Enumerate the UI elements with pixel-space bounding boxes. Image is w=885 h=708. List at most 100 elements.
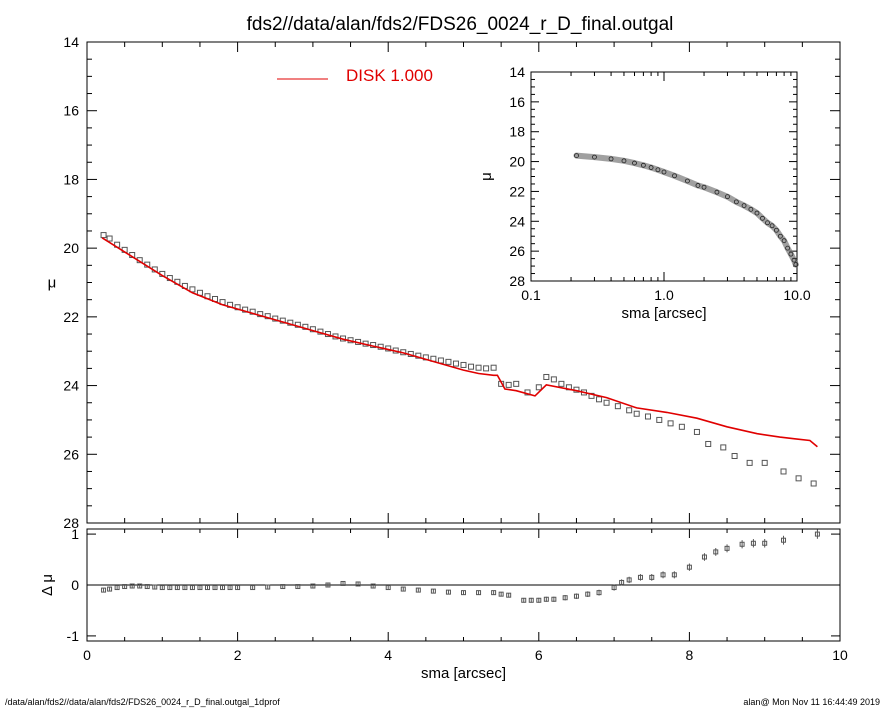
resid-data-point bbox=[197, 585, 203, 591]
resid-data-point bbox=[122, 584, 128, 590]
inset-data-point bbox=[785, 245, 791, 251]
resid-data-point bbox=[107, 586, 113, 592]
data-point bbox=[558, 380, 565, 387]
resid-data-point bbox=[227, 585, 233, 591]
inset-data-point bbox=[655, 167, 661, 173]
y-tick-label: 20 bbox=[63, 240, 79, 256]
resid-data-point bbox=[536, 597, 542, 603]
data-point bbox=[513, 380, 520, 387]
x-tick-label: 6 bbox=[535, 647, 543, 663]
inset-data-point bbox=[781, 238, 787, 244]
data-point bbox=[189, 286, 196, 293]
x-tick-label: 10 bbox=[832, 647, 848, 663]
data-point bbox=[535, 384, 542, 391]
inset-data-point bbox=[793, 262, 799, 267]
data-point bbox=[761, 459, 768, 466]
resid-data-point bbox=[152, 584, 158, 590]
data-point bbox=[678, 423, 685, 430]
inset-data-point bbox=[632, 160, 637, 166]
inset-data-point bbox=[788, 251, 794, 257]
resid-data-point bbox=[626, 577, 632, 583]
resid-data-point bbox=[750, 540, 756, 546]
resid-data-point bbox=[762, 540, 768, 546]
data-point bbox=[720, 444, 727, 451]
resid-data-point bbox=[129, 583, 135, 589]
inset-data-point bbox=[701, 184, 707, 190]
resid-data-point bbox=[400, 586, 406, 592]
data-point bbox=[490, 364, 497, 371]
inset-data-point bbox=[777, 233, 783, 239]
inset-y-tick-label: 22 bbox=[509, 183, 525, 199]
resid-data-point bbox=[660, 572, 666, 578]
inset-x-axis-label: sma [arcsec] bbox=[621, 305, 706, 322]
inset-data-point bbox=[769, 223, 775, 229]
resid-data-point bbox=[476, 590, 482, 596]
chart-title: fds2//data/alan/fds2/FDS26_0024_r_D_fina… bbox=[247, 14, 674, 35]
resid-data-point bbox=[310, 583, 316, 589]
inset-y-tick-label: 16 bbox=[509, 94, 525, 110]
resid-data-point bbox=[430, 588, 436, 594]
inset-y-tick-label: 28 bbox=[509, 273, 525, 289]
inset-data-point bbox=[672, 173, 677, 179]
resid-data-point bbox=[385, 585, 391, 591]
footer-right: alan@ Mon Nov 11 16:44:49 2019 bbox=[743, 697, 880, 707]
resid-y-tick-label: -1 bbox=[67, 628, 80, 644]
resid-data-point bbox=[724, 545, 730, 551]
y-axis-label: μ bbox=[48, 275, 57, 292]
resid-data-point bbox=[280, 584, 286, 590]
y-tick-label: 26 bbox=[63, 446, 79, 462]
resid-data-point bbox=[701, 554, 707, 560]
inset-data-point bbox=[661, 169, 667, 175]
resid-data-point bbox=[491, 590, 497, 596]
inset-data-point bbox=[741, 203, 747, 209]
data-point bbox=[468, 363, 475, 370]
y-tick-label: 18 bbox=[63, 171, 79, 187]
inset-data-point bbox=[574, 153, 579, 159]
inset-data-point bbox=[714, 189, 720, 195]
inset-y-axis-label: μ bbox=[478, 172, 495, 181]
resid-data-point bbox=[611, 585, 617, 591]
data-point bbox=[633, 410, 640, 417]
inset-data-point bbox=[621, 158, 627, 164]
resid-data-point bbox=[355, 581, 361, 587]
resid-data-point bbox=[551, 596, 557, 602]
inset-y-tick-label: 14 bbox=[509, 64, 525, 80]
data-point bbox=[614, 403, 621, 410]
resid-data-point bbox=[114, 585, 120, 591]
data-point bbox=[302, 323, 309, 330]
data-point bbox=[705, 440, 712, 447]
resid-data-point bbox=[159, 585, 165, 591]
data-point bbox=[693, 428, 700, 435]
inset-data-point bbox=[685, 178, 690, 184]
data-point bbox=[437, 357, 444, 364]
resid-data-point bbox=[781, 537, 787, 543]
inset-x-tick-label: 0.1 bbox=[521, 287, 541, 303]
x-tick-label: 8 bbox=[686, 647, 694, 663]
legend-label: DISK 1.000 bbox=[346, 66, 433, 85]
inset-data-point bbox=[760, 215, 765, 221]
data-point bbox=[106, 235, 113, 242]
data-point bbox=[452, 360, 459, 367]
inset-data-point bbox=[725, 194, 730, 200]
y-tick-label: 22 bbox=[63, 309, 79, 325]
inset-data-point bbox=[791, 257, 797, 263]
data-point bbox=[810, 480, 817, 487]
resid-data-point bbox=[596, 590, 602, 596]
data-point bbox=[731, 453, 738, 460]
main-plot: 14 16 18 20 22 24 26 28 μ DISK 1.000 bbox=[48, 34, 841, 531]
resid-data-point bbox=[415, 587, 421, 593]
y-tick-label: 28 bbox=[63, 515, 79, 531]
inset-data-point bbox=[695, 183, 701, 188]
resid-data-point bbox=[637, 574, 643, 580]
data-point bbox=[505, 381, 512, 388]
resid-data-point bbox=[528, 597, 534, 603]
data-point bbox=[475, 364, 482, 371]
data-point bbox=[667, 420, 674, 427]
inset-data-point bbox=[773, 227, 779, 233]
inset-plot: 0.1 1.0 10.0 14 16 18 20 22 24 26 28 sma [arcsec] μ bbox=[478, 60, 811, 329]
inset-data-point bbox=[754, 210, 760, 216]
resid-data-point bbox=[461, 590, 466, 596]
resid-data-point bbox=[814, 531, 820, 537]
